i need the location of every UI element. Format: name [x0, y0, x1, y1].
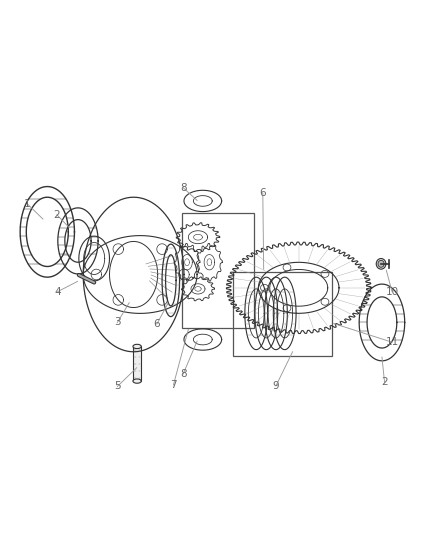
- Ellipse shape: [378, 260, 384, 267]
- Text: 7: 7: [170, 380, 177, 390]
- Text: 11: 11: [385, 337, 399, 347]
- Text: 2: 2: [53, 210, 60, 220]
- Text: 4: 4: [54, 287, 61, 296]
- Text: 10: 10: [385, 287, 399, 296]
- Text: 3: 3: [114, 318, 121, 327]
- Ellipse shape: [321, 270, 329, 277]
- Ellipse shape: [376, 259, 386, 269]
- Text: 2: 2: [381, 377, 388, 387]
- Ellipse shape: [133, 344, 141, 349]
- Text: 5: 5: [114, 382, 121, 391]
- Ellipse shape: [283, 264, 291, 271]
- Bar: [182, 213, 254, 328]
- Text: 8: 8: [180, 183, 187, 192]
- Text: 8: 8: [180, 369, 187, 379]
- Text: 9: 9: [272, 381, 279, 391]
- Ellipse shape: [133, 379, 141, 383]
- Ellipse shape: [321, 298, 329, 305]
- Text: 1: 1: [24, 199, 31, 209]
- Bar: [233, 272, 332, 356]
- Ellipse shape: [261, 285, 268, 291]
- Text: 6: 6: [259, 188, 266, 198]
- Ellipse shape: [283, 305, 291, 312]
- Bar: [133, 346, 141, 381]
- Text: 6: 6: [153, 319, 160, 329]
